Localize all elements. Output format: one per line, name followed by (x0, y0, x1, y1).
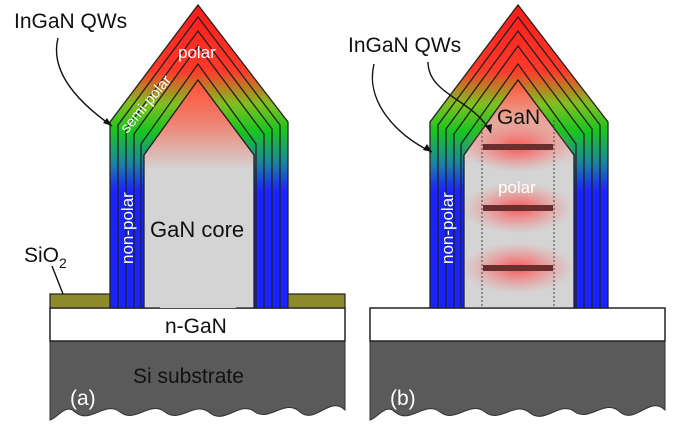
label-polar-b: polar (498, 178, 536, 197)
label-n-gan: n-GaN (165, 315, 227, 338)
label-gan-core: GaN core (150, 217, 244, 242)
n-gan-buffer-a (49, 307, 346, 342)
label-non-polar-a: non-polar (118, 192, 137, 264)
n-gan-buffer-b (369, 307, 666, 342)
label-non-polar-b: non-polar (438, 192, 457, 264)
quantum-disc-2 (483, 205, 553, 211)
arrow-qws-b-inner (427, 61, 492, 134)
si-substrate-a (49, 339, 346, 421)
panel-a: InGaN QWs polar semi-polar non-polar GaN… (14, 3, 346, 421)
panel-a-tag: (a) (70, 387, 96, 410)
quantum-disc-1 (483, 144, 553, 150)
arrow-qws-b-outer (371, 63, 433, 153)
arrow-qws-a (55, 37, 113, 127)
label-polar-a: polar (178, 43, 216, 62)
label-si-substrate: Si substrate (133, 365, 244, 388)
arrow-sio2 (51, 265, 64, 295)
label-ingan-qws-b: InGaN QWs (348, 34, 461, 57)
label-sio2: SiO2 (24, 244, 67, 271)
panel-b: InGaN QWs GaN polar non-polar (b) (348, 3, 666, 421)
qw-lines-a (117, 15, 281, 308)
label-ingan-qws-a: InGaN QWs (14, 10, 127, 33)
label-gan-b: GaN (497, 106, 540, 129)
si-substrate-b (369, 339, 666, 421)
quantum-disc-3 (483, 265, 553, 271)
qw-lines-b (437, 15, 601, 308)
panel-b-tag: (b) (390, 387, 416, 410)
